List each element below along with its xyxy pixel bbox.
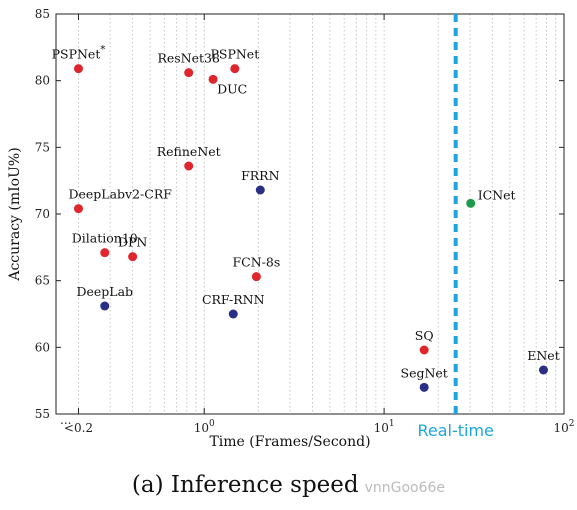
x-tick-label: 100 — [194, 419, 215, 435]
x-axis-ticks: <0.2 100 101 102... — [60, 14, 575, 435]
x-axis-truncation-marker: ... — [60, 413, 71, 427]
data-point-label: FCN-8s — [232, 255, 280, 270]
data-point — [184, 161, 194, 171]
y-tick-label: 85 — [35, 7, 50, 21]
grid-lines — [78, 14, 557, 414]
data-point — [73, 204, 83, 214]
data-point-label: DeepLabv2-CRF — [68, 187, 172, 202]
y-axis-ticks: 55 60 65 70 75 80 85 — [35, 7, 564, 421]
y-axis-label: Accuracy (mIoU%) — [7, 147, 23, 281]
data-point-label: PSPNet* — [52, 45, 106, 62]
y-tick-label: 60 — [35, 340, 50, 354]
data-point-label: ICNet — [478, 187, 516, 202]
scatter-chart: 55 60 65 70 75 80 85 <0.2 100 101 102... Real-tim… — [7, 7, 575, 450]
data-point — [255, 185, 265, 195]
data-point — [419, 382, 429, 392]
data-point — [538, 365, 548, 375]
y-tick-label: 70 — [35, 207, 50, 221]
y-tick-label: 80 — [35, 74, 50, 88]
data-point — [228, 309, 238, 319]
watermark-text: vnnGoo66e — [364, 480, 446, 496]
data-point — [419, 345, 429, 355]
data-point-label: ENet — [527, 348, 559, 363]
caption-text: (a) Inference speed — [131, 472, 359, 498]
data-point-label: DUC — [217, 81, 247, 96]
data-points: PSPNet* ResNet38 DUC PSPNet RefineNet FRRN Dee… — [52, 45, 560, 392]
x-tick-label: <0.2 — [64, 421, 93, 435]
x-axis-label: Time (Frames/Second) — [209, 434, 370, 450]
x-tick-label: 102 — [553, 419, 574, 435]
data-point-label: SegNet — [401, 365, 448, 380]
y-tick-label: 75 — [35, 140, 50, 154]
data-point-label: FRRN — [241, 168, 279, 183]
data-point-label: ResNet38 — [157, 51, 220, 66]
data-point-label: PSPNet — [210, 47, 259, 62]
data-point — [251, 272, 261, 282]
data-point — [466, 198, 476, 208]
plot-frame — [55, 13, 565, 415]
data-point — [184, 68, 194, 78]
data-point — [100, 248, 110, 258]
data-point-label: SQ — [415, 328, 434, 343]
real-time-line-group: Real-time — [417, 14, 494, 440]
data-point — [230, 64, 240, 74]
data-point — [208, 74, 218, 84]
figure-caption: (a) Inference speed vnnGoo66e — [0, 472, 577, 498]
data-point-label: DPN — [118, 235, 147, 250]
data-point — [73, 64, 83, 74]
data-point-label: Dilation10 — [72, 231, 138, 246]
data-point-label: RefineNet — [157, 144, 221, 159]
y-tick-label: 65 — [35, 274, 50, 288]
x-tick-label: 101 — [374, 419, 395, 435]
data-point-label: DeepLab — [76, 284, 133, 299]
y-tick-label: 55 — [35, 407, 50, 421]
data-point — [100, 301, 110, 311]
real-time-label: Real-time — [417, 421, 493, 440]
data-point — [128, 252, 138, 262]
data-point-label: CRF-RNN — [202, 292, 265, 307]
